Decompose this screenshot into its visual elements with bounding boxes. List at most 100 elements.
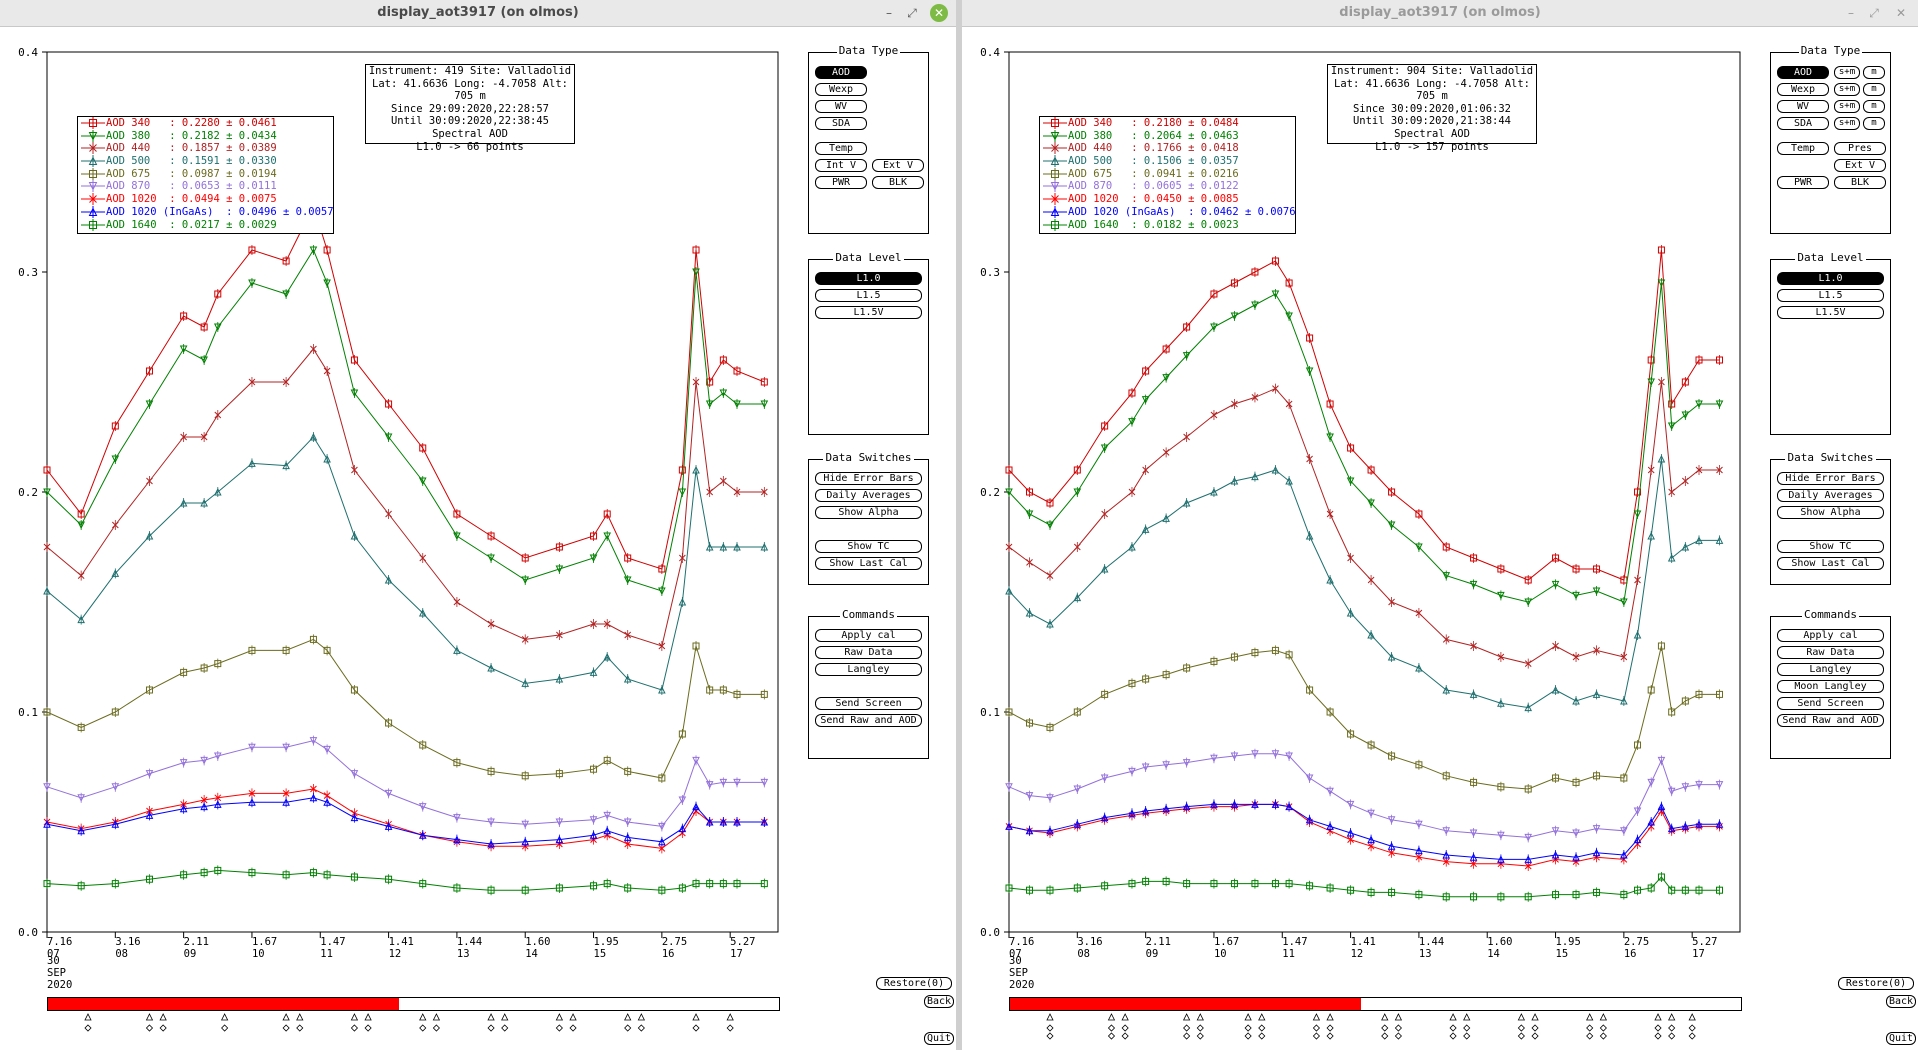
level-l15-button[interactable]: L1.5: [815, 289, 922, 302]
data-point: [1715, 536, 1724, 544]
data-point: [1647, 817, 1655, 826]
pwr-button[interactable]: PWR: [1777, 176, 1829, 189]
daily-averages-button[interactable]: Daily Averages: [1777, 489, 1884, 502]
x-tick-hour-label: 11: [1282, 948, 1295, 960]
apply-cal-button[interactable]: Apply cal: [1777, 629, 1884, 642]
back-button[interactable]: Back: [924, 995, 954, 1008]
data-point: [719, 880, 727, 888]
back-button[interactable]: Back: [1886, 995, 1916, 1008]
timeline-bar[interactable]: [1009, 997, 1742, 1011]
data-point: [760, 488, 768, 496]
show-alpha-button[interactable]: Show Alpha: [1777, 506, 1884, 519]
raw-data-button[interactable]: Raw Data: [1777, 646, 1884, 659]
data-point: [200, 498, 208, 507]
show-last-cal-button[interactable]: Show Last Cal: [1777, 557, 1884, 570]
hide-error-bars-button[interactable]: Hide Error Bars: [1777, 472, 1884, 485]
y-tick-label: 0.0: [980, 926, 1000, 939]
ext-v-button[interactable]: Ext V: [872, 159, 924, 172]
send-raw-and-aod-button[interactable]: Send Raw and AOD: [815, 714, 922, 727]
restore-button[interactable]: Restore(0): [1838, 977, 1914, 990]
moon-icon[interactable]: m: [1863, 100, 1885, 113]
moon-langley-button[interactable]: Moon Langley: [1777, 680, 1884, 693]
aod-sm-button[interactable]: s+m: [1834, 66, 1860, 79]
data-point: [1647, 466, 1655, 474]
wv-button[interactable]: WV: [1777, 100, 1829, 113]
data-point: [1572, 565, 1580, 573]
wexp-sm-button[interactable]: s+m: [1834, 83, 1860, 96]
show-tc-button[interactable]: Show TC: [815, 540, 922, 553]
data-point: [1141, 806, 1150, 815]
temp-button[interactable]: Temp: [815, 142, 867, 155]
langley-button[interactable]: Langley: [1777, 663, 1884, 676]
quit-button[interactable]: Quit: [924, 1032, 954, 1045]
close-icon[interactable]: ✕: [1895, 6, 1907, 20]
commands-panel: Commands Apply cal Raw Data Langley Moon…: [1770, 608, 1891, 759]
data-point: [1326, 822, 1334, 830]
data-point: [1141, 396, 1150, 404]
minimize-icon[interactable]: –: [1848, 6, 1854, 20]
data-point: [1025, 510, 1034, 519]
data-point: [1388, 888, 1396, 896]
wexp-button[interactable]: Wexp: [815, 83, 867, 96]
wv-sm-button[interactable]: s+m: [1834, 100, 1860, 113]
data-point: [145, 400, 154, 409]
title-bar[interactable]: display_aot3917 (on olmos) – ⤢ ✕: [962, 0, 1918, 27]
send-screen-button[interactable]: Send Screen: [815, 697, 922, 710]
aod-button[interactable]: AOD: [1777, 66, 1829, 79]
timeline-marker: [1449, 1013, 1457, 1040]
y-tick-label: 0.3: [980, 266, 1000, 279]
data-point: [719, 686, 727, 694]
maximize-icon[interactable]: ⤢: [1869, 6, 1879, 20]
apply-cal-button[interactable]: Apply cal: [815, 629, 922, 642]
int-v-button[interactable]: Int V: [815, 159, 867, 172]
aod-button[interactable]: AOD: [815, 66, 867, 79]
close-icon[interactable]: ✕: [930, 4, 948, 22]
daily-averages-button[interactable]: Daily Averages: [815, 489, 922, 502]
restore-button[interactable]: Restore(0): [876, 977, 952, 990]
sda-sm-button[interactable]: s+m: [1834, 117, 1860, 130]
x-tick-label: 7.16: [1009, 936, 1034, 948]
sda-button[interactable]: SDA: [1777, 117, 1829, 130]
data-point: [1442, 827, 1451, 835]
wv-button[interactable]: WV: [815, 100, 867, 113]
blk-button[interactable]: BLK: [1834, 176, 1886, 189]
ext-v-button[interactable]: Ext V: [1834, 159, 1886, 172]
level-l10-button[interactable]: L1.0: [815, 272, 922, 285]
data-point: [1230, 752, 1239, 761]
pwr-button[interactable]: PWR: [815, 176, 867, 189]
window-left: display_aot3917 (on olmos) – ⤢ ✕ 0.0 0.1 0…: [0, 0, 956, 1050]
langley-button[interactable]: Langley: [815, 663, 922, 676]
sda-button[interactable]: SDA: [815, 117, 867, 130]
pres-button[interactable]: Pres: [1834, 142, 1886, 155]
minimize-icon[interactable]: –: [886, 6, 892, 20]
data-point: [590, 765, 598, 773]
timeline-bar[interactable]: [47, 997, 780, 1011]
wexp-button[interactable]: Wexp: [1777, 83, 1829, 96]
level-l10-button[interactable]: L1.0: [1777, 272, 1884, 285]
title-bar[interactable]: display_aot3917 (on olmos) – ⤢ ✕: [0, 0, 956, 27]
hide-error-bars-button[interactable]: Hide Error Bars: [815, 472, 922, 485]
moon-icon[interactable]: m: [1863, 117, 1885, 130]
level-l15v-button[interactable]: L1.5V: [815, 306, 922, 319]
level-l15-button[interactable]: L1.5: [1777, 289, 1884, 302]
send-raw-and-aod-button[interactable]: Send Raw and AOD: [1777, 714, 1884, 727]
moon-icon[interactable]: m: [1863, 83, 1885, 96]
legend-label: AOD 1020 : 0.0494 ± 0.0075: [106, 193, 277, 206]
data-point: [487, 663, 495, 672]
raw-data-button[interactable]: Raw Data: [815, 646, 922, 659]
blk-button[interactable]: BLK: [872, 176, 924, 189]
data-point: [179, 498, 188, 507]
data-point: [1101, 690, 1109, 698]
show-tc-button[interactable]: Show TC: [1777, 540, 1884, 553]
send-screen-button[interactable]: Send Screen: [1777, 697, 1884, 710]
moon-icon[interactable]: m: [1863, 66, 1885, 79]
temp-button[interactable]: Temp: [1777, 142, 1829, 155]
data-point: [719, 356, 727, 364]
level-l15v-button[interactable]: L1.5V: [1777, 306, 1884, 319]
quit-button[interactable]: Quit: [1886, 1032, 1916, 1045]
show-last-cal-button[interactable]: Show Last Cal: [815, 557, 922, 570]
show-alpha-button[interactable]: Show Alpha: [815, 506, 922, 519]
maximize-icon[interactable]: ⤢: [907, 6, 917, 20]
